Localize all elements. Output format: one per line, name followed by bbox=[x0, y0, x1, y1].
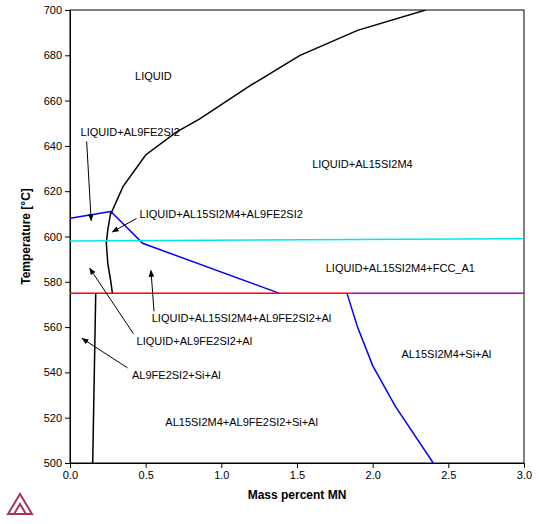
annotation-arrow bbox=[87, 141, 92, 220]
phase-boundary bbox=[70, 239, 524, 241]
annotation-arrow bbox=[90, 268, 134, 334]
phase-label: LIQUID+AL9FE2SI2 bbox=[81, 126, 180, 138]
tick: 680 bbox=[44, 49, 70, 61]
phase-label: AL9FE2SI2+Si+Al bbox=[132, 369, 221, 381]
tick: 3.0 bbox=[517, 463, 532, 481]
tick-mark bbox=[448, 463, 449, 468]
tick-label: 540 bbox=[44, 366, 62, 378]
phase-label: LIQUID+AL15SI2M4+FCC_A1 bbox=[326, 262, 475, 274]
phase-boundary bbox=[111, 212, 279, 294]
annotations: LIQUID LIQUID+AL9FE2SI2 LIQUID+AL15SI2M4 LI… bbox=[81, 70, 492, 429]
tick: 1.0 bbox=[214, 463, 229, 481]
tick-label: 700 bbox=[44, 4, 62, 16]
tick: 620 bbox=[44, 185, 70, 197]
tick-label: 620 bbox=[44, 185, 62, 197]
x-axis: 0.0 0.5 1.0 1.5 2.0 2.5 3.0 bbox=[63, 463, 532, 481]
tick: 640 bbox=[44, 140, 70, 152]
annotation-arrow bbox=[82, 338, 127, 367]
x-axis-title: Mass percent MN bbox=[248, 488, 347, 502]
phase-label: LIQUID+AL15SI2M4+AL9FE2SI2 bbox=[140, 208, 303, 220]
tick-mark bbox=[70, 463, 71, 468]
tick: 700 bbox=[44, 4, 70, 16]
tick-label: 580 bbox=[44, 276, 62, 288]
tick-mark bbox=[65, 372, 70, 373]
tick-label: 660 bbox=[44, 95, 62, 107]
tick-label: 680 bbox=[44, 49, 62, 61]
tick-mark bbox=[373, 463, 374, 468]
phase-boundary bbox=[70, 292, 350, 294]
phase-label: AL15SI2M4+Si+Al bbox=[401, 348, 491, 360]
tick-label: 560 bbox=[44, 321, 62, 333]
tick-label: 1.5 bbox=[290, 469, 305, 481]
annotation-arrow bbox=[151, 270, 154, 311]
phase-label: LIQUID+AL9FE2SI2+Al bbox=[137, 335, 253, 347]
phase-label: LIQUID+AL15SI2M4+AL9FE2SI2+Al bbox=[152, 312, 331, 324]
phase-label: LIQUID+AL15SI2M4 bbox=[312, 158, 413, 170]
tick: 560 bbox=[44, 321, 70, 333]
phase-boundary bbox=[350, 292, 524, 294]
tick: 540 bbox=[44, 366, 70, 378]
tick-mark bbox=[65, 327, 70, 328]
tick-mark bbox=[65, 10, 70, 11]
tick-mark bbox=[65, 418, 70, 419]
tick: 660 bbox=[44, 95, 70, 107]
tick-label: 1.0 bbox=[214, 469, 229, 481]
tick-label: 500 bbox=[44, 457, 62, 469]
tick-label: 640 bbox=[44, 140, 62, 152]
tick-label: 2.0 bbox=[366, 469, 381, 481]
tick: 0.5 bbox=[139, 463, 154, 481]
tick: 600 bbox=[44, 231, 70, 243]
tick: 0.0 bbox=[63, 463, 78, 481]
tick: 1.5 bbox=[290, 463, 305, 481]
tick: 2.0 bbox=[366, 463, 381, 481]
tick-label: 3.0 bbox=[517, 469, 532, 481]
tick-label: 2.5 bbox=[441, 469, 456, 481]
plot-frame bbox=[70, 10, 524, 463]
y-axis: 500 520 540 560 580 600 620 640 660 680 700 bbox=[44, 4, 71, 469]
annotation-arrow bbox=[112, 218, 136, 232]
phase-boundary bbox=[111, 10, 426, 214]
tick: 500 bbox=[44, 457, 70, 469]
tick: 520 bbox=[44, 412, 70, 424]
tick: 580 bbox=[44, 276, 70, 288]
logo bbox=[8, 494, 32, 514]
tick-label: 0.5 bbox=[139, 469, 154, 481]
plot: 0.0 0.5 1.0 1.5 2.0 2.5 3.0 500 520 540 560 580 600 6… bbox=[44, 4, 533, 481]
tick-mark bbox=[297, 463, 298, 468]
tick-mark bbox=[524, 463, 525, 468]
y-axis-title: Temperature [°C] bbox=[19, 188, 33, 285]
tick-mark bbox=[65, 146, 70, 147]
tick-mark bbox=[65, 101, 70, 102]
lines bbox=[70, 10, 524, 463]
tick-label: 600 bbox=[44, 231, 62, 243]
tick: 2.5 bbox=[441, 463, 456, 481]
tick-mark bbox=[65, 282, 70, 283]
tick-mark bbox=[221, 463, 222, 468]
phase-label: AL15SI2M4+AL9FE2SI2+Si+Al bbox=[165, 416, 318, 428]
tick-mark bbox=[65, 463, 70, 464]
tick-mark bbox=[65, 191, 70, 192]
axis-line bbox=[70, 11, 71, 464]
tick-mark bbox=[65, 237, 70, 238]
tick-mark bbox=[146, 463, 147, 468]
tick-mark bbox=[65, 55, 70, 56]
chart: 0.0 0.5 1.0 1.5 2.0 2.5 3.0 500 520 540 560 580 600 6… bbox=[0, 0, 542, 524]
phase-boundary bbox=[347, 293, 433, 463]
tick-label: 0.0 bbox=[63, 469, 78, 481]
phase-boundary bbox=[106, 212, 112, 294]
phase-label: LIQUID bbox=[135, 70, 172, 82]
phase-boundary bbox=[93, 293, 96, 463]
tick-label: 520 bbox=[44, 412, 62, 424]
